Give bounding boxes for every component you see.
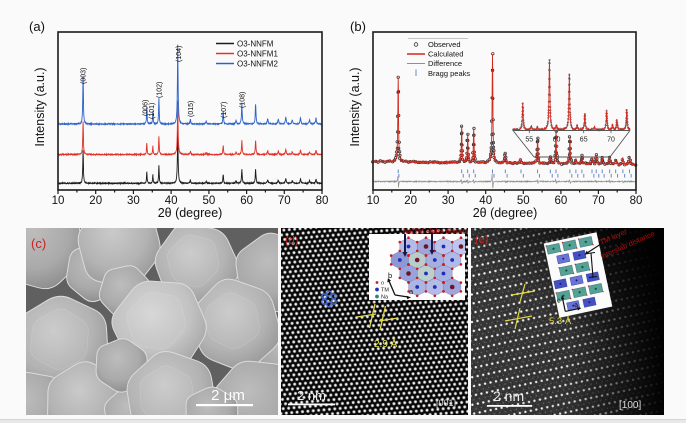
svg-text:Observed: Observed (428, 40, 461, 49)
svg-text:2 nm: 2 nm (297, 388, 326, 403)
svg-text:a: a (574, 302, 579, 310)
svg-text:80: 80 (316, 195, 329, 207)
svg-text:70: 70 (592, 195, 605, 207)
svg-text:(e): (e) (475, 234, 488, 246)
svg-text:(108): (108) (240, 92, 247, 108)
svg-text:20: 20 (404, 195, 417, 207)
svg-text:Difference: Difference (428, 59, 462, 68)
svg-text:60: 60 (240, 195, 253, 207)
svg-text:Intensity (a.u.): Intensity (a.u.) (348, 67, 362, 146)
svg-text:(003): (003) (80, 68, 87, 84)
svg-text:20: 20 (89, 195, 102, 207)
svg-text:2θ (degree): 2θ (degree) (158, 206, 223, 220)
svg-text:80: 80 (630, 195, 643, 207)
svg-text:(015): (015) (188, 101, 195, 117)
svg-text:55: 55 (525, 137, 533, 144)
svg-text:(c): (c) (31, 236, 46, 251)
svg-text:70: 70 (607, 137, 615, 144)
svg-text:O3-NNFM: O3-NNFM (237, 39, 274, 48)
svg-text:(b): (b) (350, 19, 366, 34)
svg-text:O3-NNFM2: O3-NNFM2 (237, 59, 278, 68)
svg-text:10: 10 (52, 195, 65, 207)
svg-text:(006): (006) (142, 100, 149, 116)
svg-text:5.3 Å: 5.3 Å (549, 316, 572, 327)
svg-text:a: a (409, 287, 414, 296)
svg-text:50: 50 (203, 195, 216, 207)
svg-text:50: 50 (517, 195, 530, 207)
svg-text:(101): (101) (149, 103, 156, 119)
svg-text:(104): (104) (176, 46, 183, 62)
svg-text:[100]: [100] (619, 400, 641, 411)
svg-text:2 μm: 2 μm (211, 387, 245, 404)
svg-text:Na: Na (381, 295, 389, 301)
svg-text:TM: TM (381, 288, 389, 294)
svg-text:60: 60 (553, 137, 561, 144)
svg-text:2θ (degree): 2θ (degree) (473, 206, 538, 220)
svg-text:2 nm: 2 nm (493, 388, 524, 404)
svg-text:(d): (d) (285, 235, 298, 247)
svg-text:65: 65 (580, 137, 588, 144)
svg-text:60: 60 (555, 195, 568, 207)
svg-text:30: 30 (127, 195, 140, 207)
svg-text:40: 40 (165, 195, 178, 207)
svg-text:O3-NNFM1: O3-NNFM1 (237, 49, 278, 58)
svg-text:(102): (102) (157, 82, 164, 98)
svg-text:[001]: [001] (436, 398, 456, 408)
svg-text:Bragg peaks: Bragg peaks (428, 69, 470, 78)
svg-text:Intensity (a.u.): Intensity (a.u.) (33, 67, 47, 146)
svg-text:o: o (381, 281, 384, 287)
svg-text:(a): (a) (29, 19, 45, 34)
svg-text:Na/TM slabs distance: Na/TM slabs distance (403, 229, 474, 236)
svg-text:40: 40 (479, 195, 492, 207)
svg-text:Calculated: Calculated (428, 50, 463, 59)
svg-text:10: 10 (367, 195, 380, 207)
svg-text:70: 70 (278, 195, 291, 207)
svg-text:2.9 Å: 2.9 Å (374, 337, 398, 350)
svg-text:(107): (107) (221, 102, 228, 118)
svg-text:30: 30 (442, 195, 455, 207)
svg-text:c: c (556, 297, 561, 305)
svg-text:b: b (388, 271, 392, 280)
